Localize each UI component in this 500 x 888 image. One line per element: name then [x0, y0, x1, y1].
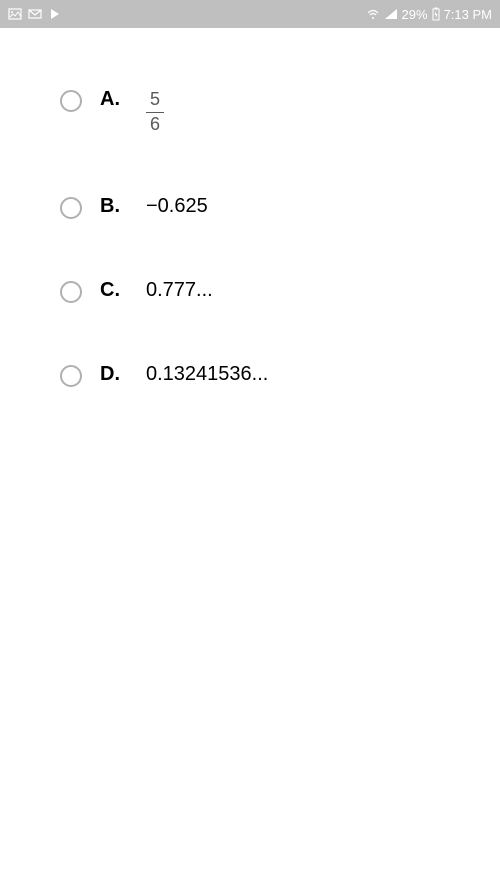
status-bar: 29% 7:13 PM — [0, 0, 500, 28]
battery-charging-icon — [432, 7, 440, 21]
battery-percent: 29% — [402, 7, 428, 22]
option-value: −0.625 — [146, 195, 208, 218]
gallery-icon — [8, 7, 22, 21]
quiz-options: A. 5 6 B. −0.625 C. 0.777... D. 0.132415… — [0, 28, 500, 507]
option-d[interactable]: D. 0.13241536... — [60, 363, 440, 387]
option-letter: A. — [100, 88, 124, 111]
option-a[interactable]: A. 5 6 — [60, 88, 440, 135]
status-time: 7:13 PM — [444, 7, 492, 22]
signal-icon — [384, 7, 398, 21]
mail-icon — [28, 7, 42, 21]
option-letter: B. — [100, 195, 124, 218]
option-c[interactable]: C. 0.777... — [60, 279, 440, 303]
play-store-icon — [48, 7, 62, 21]
option-letter: D. — [100, 363, 124, 386]
radio-button[interactable] — [60, 90, 82, 112]
status-right-icons: 29% 7:13 PM — [366, 7, 492, 22]
wifi-icon — [366, 7, 380, 21]
radio-button[interactable] — [60, 197, 82, 219]
option-letter: C. — [100, 279, 124, 302]
radio-button[interactable] — [60, 365, 82, 387]
fraction-line — [146, 112, 164, 113]
status-left-icons — [8, 7, 62, 21]
option-value-fraction: 5 6 — [146, 88, 164, 135]
option-b[interactable]: B. −0.625 — [60, 195, 440, 219]
fraction-denominator: 6 — [146, 114, 164, 136]
option-value: 0.13241536... — [146, 363, 268, 386]
option-value: 0.777... — [146, 279, 213, 302]
fraction-numerator: 5 — [146, 89, 164, 111]
radio-button[interactable] — [60, 281, 82, 303]
